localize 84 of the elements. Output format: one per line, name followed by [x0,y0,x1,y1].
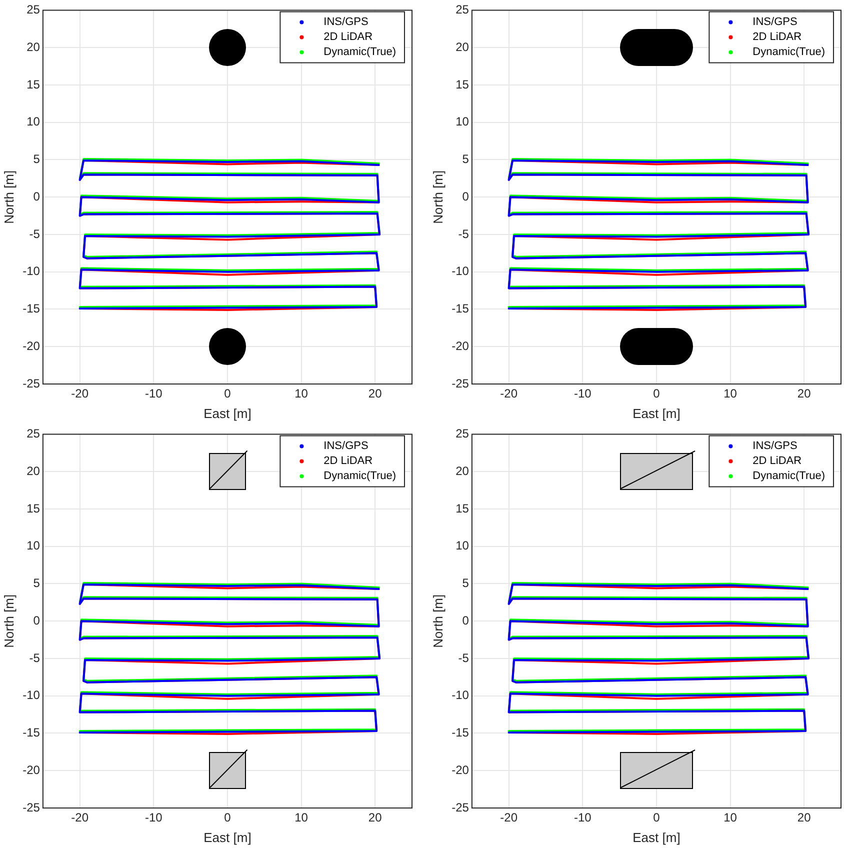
y-tick-label: -10 [452,264,470,278]
y-tick-label: -10 [22,264,40,278]
x-tick-label: -20 [71,810,89,825]
y-tick-label: -15 [22,726,40,740]
y-tick-label: -10 [452,688,470,702]
y-tick-label: -20 [452,338,470,353]
x-tick-label: -10 [574,810,592,825]
x-tick-label: 20 [368,810,382,825]
x-axis-title: East [m] [632,830,680,845]
x-tick-label: 10 [294,810,308,825]
legend-label: 2D LiDAR [752,31,802,44]
legend-label: INS/GPS [752,16,798,28]
x-tick-label: 0 [224,810,232,825]
y-tick-label: 0 [33,189,40,204]
x-tick-label: 0 [653,386,660,401]
y-tick-label: -5 [458,226,470,241]
x-tick-label: -10 [144,386,163,401]
legend-label: INS/GPS [324,16,368,28]
x-tick-label: -10 [574,386,592,401]
y-tick-label: 5 [462,152,470,166]
x-tick-label: -20 [500,386,518,401]
y-tick-label: 10 [456,538,470,553]
legend-label: INS/GPS [324,440,368,452]
legend-label: Dynamic(True) [324,470,396,482]
y-tick-label: -5 [458,650,470,665]
y-tick-label: 25 [26,2,40,17]
x-tick-label: 10 [724,386,738,401]
y-tick-label: -25 [452,800,470,814]
legend-label: Dynamic(True) [752,46,826,58]
y-tick-label: -20 [452,762,470,777]
x-tick-label: 20 [368,386,382,401]
y-tick-label: -5 [29,650,40,665]
y-tick-label: -20 [22,762,40,777]
y-tick-label: 20 [26,464,40,478]
y-axis-title: North [m] [430,170,446,224]
x-tick-label: 20 [797,810,812,825]
y-tick-label: 20 [26,40,40,54]
x-tick-label: -10 [144,810,163,825]
legend-label: Dynamic(True) [752,470,826,482]
y-tick-label: -20 [22,338,40,353]
y-tick-label: -25 [22,800,40,814]
y-tick-label: 10 [26,114,40,129]
legend-label: 2D LiDAR [752,455,802,468]
x-tick-label: -20 [500,810,518,825]
y-tick-label: 25 [456,426,470,441]
y-tick-label: -15 [452,302,470,316]
y-tick-label: 15 [26,501,40,516]
y-tick-label: 0 [462,613,470,628]
y-tick-label: -15 [452,726,470,740]
x-tick-label: -20 [71,386,89,401]
y-tick-label: 25 [456,2,470,17]
y-tick-label: 5 [33,152,40,166]
y-tick-label: -15 [22,302,40,316]
x-tick-label: 10 [294,386,308,401]
y-axis-title: North [m] [1,170,16,224]
x-tick-label: 10 [724,810,738,825]
legend-label: Dynamic(True) [324,46,396,58]
y-tick-label: 15 [456,501,470,516]
y-tick-label: 25 [26,426,40,441]
legend-label: INS/GPS [752,440,798,452]
x-axis-title: East [m] [204,406,252,421]
y-axis-title: North [m] [1,594,16,648]
x-tick-label: 0 [224,386,232,401]
y-tick-label: 15 [456,77,470,92]
y-axis-title: North [m] [430,594,446,648]
y-tick-label: 5 [462,576,470,590]
y-tick-label: -5 [29,226,40,241]
legend-label: 2D LiDAR [324,455,373,468]
x-tick-label: 0 [653,810,660,825]
y-tick-label: 0 [33,613,40,628]
y-tick-label: 10 [26,538,40,553]
legend-label: 2D LiDAR [324,31,373,44]
y-tick-label: -10 [22,688,40,702]
x-axis-title: East [m] [204,830,252,845]
y-tick-label: -25 [452,376,470,390]
y-tick-label: 20 [456,40,470,54]
y-tick-label: 0 [462,189,470,204]
y-tick-label: 15 [26,77,40,92]
y-tick-label: 10 [456,114,470,129]
x-axis-title: East [m] [632,406,680,421]
x-tick-label: 20 [797,386,812,401]
y-tick-label: 5 [33,576,40,590]
y-tick-label: -25 [22,376,40,390]
y-tick-label: 20 [456,464,470,478]
